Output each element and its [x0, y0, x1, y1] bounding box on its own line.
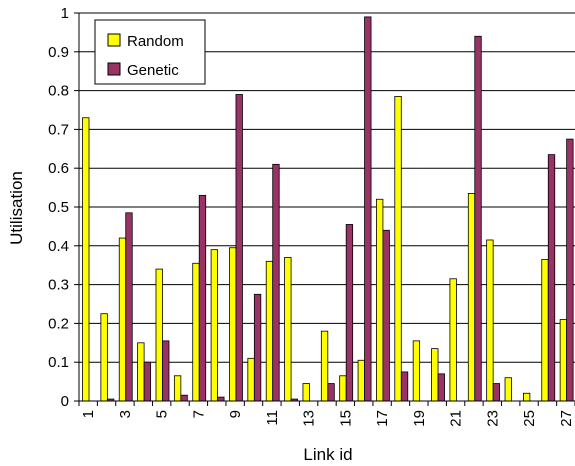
x-tick-label-5: 5	[154, 410, 171, 418]
y-tick-label-0: 0	[61, 393, 69, 410]
x-tick-label-17: 17	[374, 410, 391, 427]
x-tick-label-27: 27	[558, 410, 575, 427]
x-tick-label-3: 3	[117, 410, 134, 418]
bar-random-19	[412, 340, 421, 402]
bar-genetic-4	[143, 361, 152, 402]
legend-label-genetic: Genetic	[127, 62, 179, 79]
bar-random-21	[449, 278, 457, 402]
x-tick-label-21: 21	[448, 410, 465, 427]
bar-genetic-14	[327, 383, 335, 402]
bar-random-1	[82, 117, 90, 402]
x-tick-label-11: 11	[264, 410, 281, 426]
bar-genetic-7	[198, 194, 207, 402]
x-tick-label-1: 1	[80, 410, 97, 418]
bar-genetic-15	[345, 224, 354, 402]
y-tick-label-4: 0.4	[48, 238, 69, 255]
bar-random-22	[467, 193, 476, 402]
bar-random-10	[247, 357, 255, 402]
x-tick-label-25: 25	[521, 410, 538, 427]
bar-random-13	[302, 383, 310, 402]
y-tick-label-8: 0.8	[48, 83, 69, 100]
y-tick-label-6: 0.6	[48, 160, 69, 177]
bar-genetic-8	[217, 396, 225, 402]
bar-genetic-16	[364, 16, 372, 402]
bar-random-8	[210, 249, 218, 402]
bar-genetic-3	[125, 212, 133, 402]
axes	[74, 12, 575, 406]
y-tick-label-7: 0.7	[48, 121, 69, 138]
x-tick-label-23: 23	[484, 410, 501, 427]
bar-random-16	[357, 359, 365, 402]
bar-genetic-9	[235, 94, 243, 402]
bar-random-18	[394, 96, 402, 402]
x-tick-label-13: 13	[301, 410, 318, 427]
legend-label-random: Random	[127, 33, 184, 50]
bar-random-2	[100, 313, 108, 402]
bar-genetic-23	[492, 383, 501, 402]
bar-random-14	[320, 330, 329, 402]
y-tick-label-1: 0.1	[48, 354, 69, 371]
bar-genetic-5	[162, 340, 170, 402]
bar-random-26	[541, 258, 549, 402]
bar-genetic-20	[437, 373, 445, 402]
bar-genetic-22	[474, 35, 482, 402]
bars	[82, 16, 574, 402]
bar-genetic-10	[253, 293, 262, 402]
y-axis-title: Utilisation	[7, 171, 26, 245]
bar-random-20	[431, 348, 439, 402]
x-axis-title: Link id	[303, 445, 352, 464]
bar-random-11	[265, 260, 274, 402]
x-tick-label-19: 19	[411, 410, 428, 427]
x-tick-label-15: 15	[337, 410, 354, 427]
bar-random-24	[504, 377, 512, 402]
bar-random-27	[559, 319, 568, 402]
legend: Random Genetic	[94, 19, 206, 85]
bar-random-6	[173, 375, 182, 402]
bar-random-9	[229, 247, 237, 402]
bar-random-15	[339, 375, 347, 402]
bar-random-5	[155, 268, 163, 402]
y-tick-label-3: 0.3	[48, 277, 69, 294]
bar-random-25	[522, 392, 531, 402]
x-tick-labels: 1 3 5 7 9 11 13 15 17 19 21 23 25 27	[80, 410, 575, 427]
y-tick-label-10: 1	[61, 5, 69, 22]
bar-genetic-27	[566, 138, 574, 402]
bar-genetic-17	[382, 229, 390, 402]
x-tick-label-7: 7	[190, 410, 207, 418]
bar-genetic-18	[400, 371, 409, 402]
bar-random-7	[192, 262, 200, 402]
legend-swatch-random	[107, 33, 121, 47]
x-tick-label-9: 9	[227, 410, 244, 418]
y-tick-label-5: 0.5	[48, 199, 69, 216]
legend-swatch-genetic	[107, 62, 121, 76]
bar-random-17	[376, 198, 384, 402]
bar-random-4	[137, 342, 145, 402]
bar-random-23	[486, 239, 494, 402]
y-tick-labels: 0 0.1 0.2 0.3 0.4 0.5 0.6 0.7 0.8 0.9 1	[48, 5, 69, 410]
bar-genetic-11	[272, 163, 280, 402]
bar-genetic-6	[180, 394, 188, 402]
y-tick-label-2: 0.2	[48, 315, 69, 332]
bar-random-12	[284, 257, 292, 402]
bar-random-3	[118, 237, 127, 402]
bar-genetic-26	[547, 154, 556, 402]
y-tick-label-9: 0.9	[48, 44, 69, 61]
